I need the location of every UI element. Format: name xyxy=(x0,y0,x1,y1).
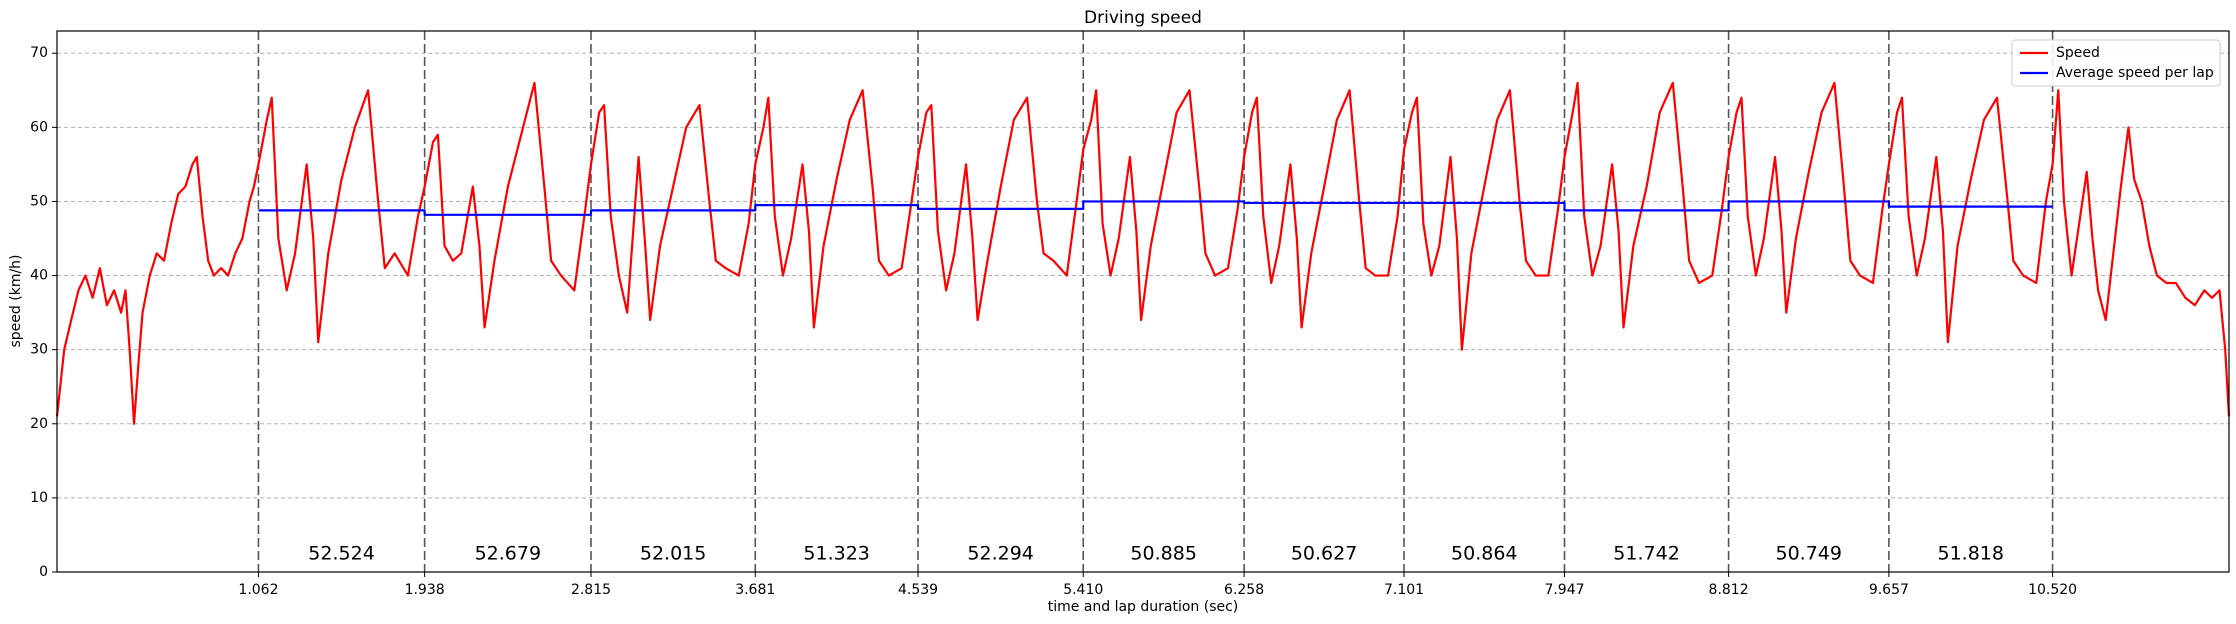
x-tick-label: 10.520 xyxy=(2028,582,2077,598)
lap-duration-label: 52.015 xyxy=(640,543,706,565)
x-tick-label: 3.681 xyxy=(735,582,775,598)
x-tick-label: 4.539 xyxy=(898,582,938,598)
series-line xyxy=(258,200,2053,216)
y-tick-label: 0 xyxy=(39,564,48,580)
lap-duration-label: 52.294 xyxy=(967,543,1033,565)
plot-frame xyxy=(56,30,2230,573)
y-tick-label: 50 xyxy=(30,193,48,209)
y-axis-label: speed (km/h) xyxy=(8,254,24,347)
lap-duration-label: 51.323 xyxy=(803,543,869,565)
lap-duration-label: 50.627 xyxy=(1291,543,1357,565)
lap-duration-label: 50.864 xyxy=(1451,543,1517,565)
x-tick-label: 8.812 xyxy=(1709,582,1749,598)
x-tick-label: 2.815 xyxy=(571,582,611,598)
x-tick-label: 9.657 xyxy=(1869,582,1909,598)
lap-duration-label: 50.749 xyxy=(1775,543,1841,565)
y-tick-label: 70 xyxy=(30,45,48,61)
legend-label: Speed xyxy=(2056,45,2100,61)
y-tick-label: 10 xyxy=(30,490,48,506)
lap-duration-label: 51.742 xyxy=(1613,543,1679,565)
lap-duration-label: 50.885 xyxy=(1130,543,1196,565)
x-axis-label: time and lap duration (sec) xyxy=(1048,599,1239,615)
y-tick-label: 20 xyxy=(30,416,48,432)
y-tick-label: 40 xyxy=(30,268,48,284)
y-tick-label: 30 xyxy=(30,342,48,358)
lap-duration-label: 52.679 xyxy=(475,543,541,565)
chart-title: Driving speed xyxy=(1084,8,1202,28)
x-tick-label: 5.410 xyxy=(1063,582,1103,598)
x-tick-label: 6.258 xyxy=(1224,582,1264,598)
x-tick-label: 7.947 xyxy=(1544,582,1584,598)
lap-duration-label: 52.524 xyxy=(308,543,374,565)
x-tick-label: 7.101 xyxy=(1384,582,1424,598)
legend-box xyxy=(2011,39,2221,87)
lap-duration-label: 51.818 xyxy=(1937,543,2003,565)
y-tick-label: 60 xyxy=(30,119,48,135)
x-tick-label: 1.938 xyxy=(405,582,445,598)
x-tick-label: 1.062 xyxy=(238,582,278,598)
legend-label: Average speed per lap xyxy=(2056,65,2214,81)
series-line xyxy=(55,81,2231,425)
